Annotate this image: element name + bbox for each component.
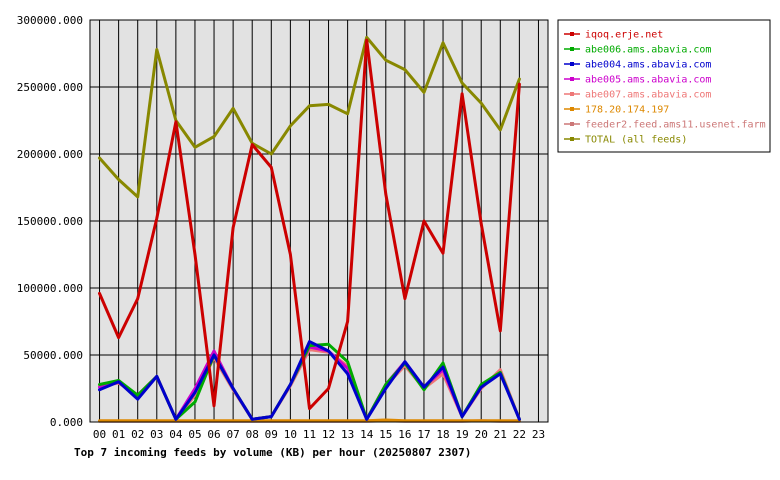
x-tick-label: 11 [303,428,316,441]
legend-entry: abe007.ams.abavia.com [585,90,711,101]
x-tick-label: 12 [322,428,335,441]
x-tick-label: 20 [475,428,488,441]
legend-marker [570,122,574,126]
series-line-2 [98,340,521,421]
x-tick-label: 04 [169,428,183,441]
x-tick-label: 16 [398,428,411,441]
legend: iqoq.erje.net abe006.ams.abavia.com abe004… [557,19,771,153]
x-tick-label: 21 [494,428,507,441]
x-tick-label: 00 [93,428,106,441]
x-tick-label: 14 [360,428,374,441]
series-line-7 [98,35,521,199]
series-line-0 [98,38,521,411]
x-tick-label: 23 [532,428,545,441]
legend-entry: abe006.ams.abavia.com [585,45,711,56]
x-tick-label: 09 [265,428,278,441]
x-tick-label: 08 [246,428,259,441]
legend-marker [570,62,574,66]
legend-entry: 178.20.174.197 [585,105,669,116]
x-tick-label: 17 [417,428,430,441]
y-tick-label: 100000.000 [17,282,83,295]
plot-border [89,19,549,423]
x-axis-tick-labels: 00 01 02 03 04 05 06 07 08 09 10 11 12 13 14 15 16 17 18 19… [93,428,545,441]
legend-marker [570,137,574,141]
x-tick-label: 07 [227,428,240,441]
grid-lines [90,19,548,423]
legend-entry: feeder2.feed.ams11.usenet.farm [585,120,766,131]
legend-marker [570,47,574,51]
legend-marker [570,32,574,36]
y-tick-label: 0.000 [50,416,83,429]
legend-box [557,19,771,153]
x-tick-label: 22 [513,428,526,441]
x-tick-label: 05 [188,428,201,441]
y-tick-label: 300000.000 [17,14,83,27]
y-tick-label: 200000.000 [17,148,83,161]
x-tick-label: 19 [456,428,469,441]
x-tick-label: 18 [436,428,449,441]
x-tick-label: 01 [112,428,125,441]
legend-marker [570,77,574,81]
y-axis-tick-labels: 0.000 50000.000 100000.000 150000.000 200000… [17,14,83,429]
x-tick-label: 03 [150,428,163,441]
legend-entry: TOTAL (all feeds) [585,135,687,146]
legend-entry: iqoq.erje.net [585,30,663,41]
legend-entry: abe004.ams.abavia.com [585,60,711,71]
x-tick-label: 02 [131,428,144,441]
x-tick-label: 13 [341,428,354,441]
legend-entry: abe005.ams.abavia.com [585,75,711,86]
y-tick-label: 150000.000 [17,215,83,228]
y-tick-label: 250000.000 [17,81,83,94]
chart-title: Top 7 incoming feeds by volume (KB) per … [74,446,471,459]
x-tick-label: 10 [284,428,297,441]
series-line-5 [98,418,521,423]
legend-marker [570,92,574,96]
x-tick-label: 15 [379,428,392,441]
legend-marker [570,107,574,111]
x-tick-label: 06 [207,428,220,441]
y-tick-label: 50000.000 [23,349,83,362]
series-lines [98,35,521,423]
